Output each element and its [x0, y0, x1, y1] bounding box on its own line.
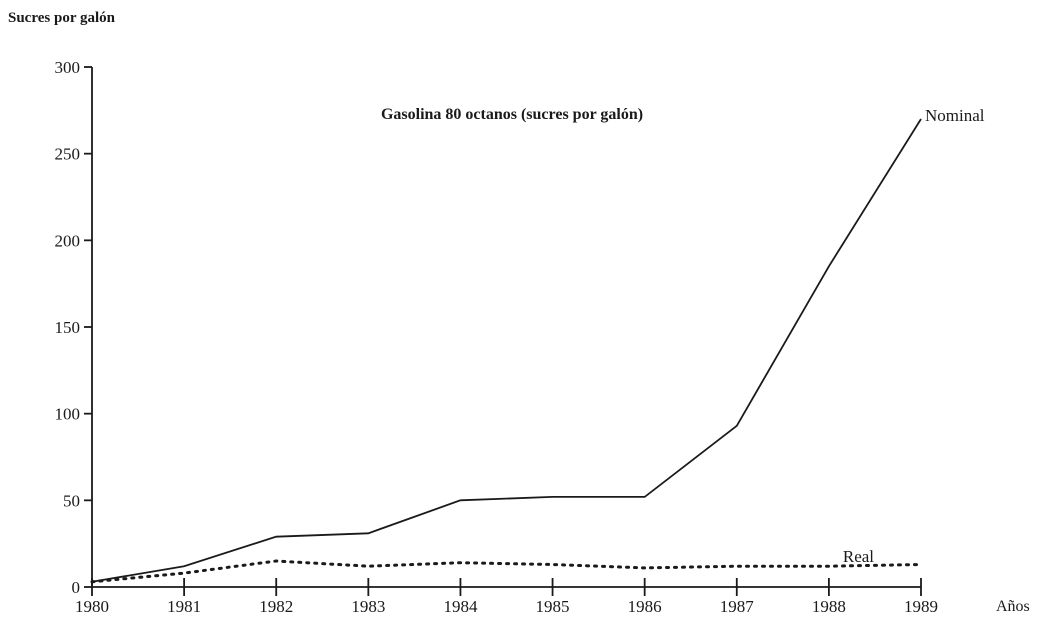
y-tick-label: 100 [55, 405, 81, 424]
x-tick-label: 1981 [167, 597, 201, 616]
y-ticks: 0 50 100 150 200 250 300 [55, 58, 92, 597]
x-tick-label: 1984 [443, 597, 478, 616]
series-layer: Nominal Real [90, 106, 985, 584]
series-label-nominal: Nominal [925, 106, 985, 125]
y-tick-label: 150 [55, 318, 81, 337]
y-axis-label: Sucres por galón [8, 10, 116, 26]
x-ticks: 1980 1981 1982 1983 1984 1985 1986 1987 1988 1989 [75, 578, 938, 616]
x-tick-label: 1983 [351, 597, 385, 616]
series-line-real [90, 559, 923, 584]
x-tick-label: 1986 [628, 597, 662, 616]
y-tick-label: 0 [72, 578, 81, 597]
series-line-nominal [91, 118, 922, 583]
y-tick-label: 200 [55, 231, 81, 250]
y-tick-label: 250 [55, 145, 81, 164]
chart-title: Gasolina 80 octanos (sucres por galón) [381, 106, 643, 123]
y-tick-label: 300 [55, 58, 81, 77]
x-tick-label: 1980 [75, 597, 109, 616]
x-tick-label: 1988 [812, 597, 846, 616]
x-tick-label: 1982 [259, 597, 293, 616]
series-label-real: Real [843, 547, 874, 566]
x-tick-label: 1985 [536, 597, 570, 616]
x-tick-label: 1987 [720, 597, 755, 616]
x-axis-label: Años [996, 598, 1030, 615]
x-tick-label: 1989 [904, 597, 938, 616]
y-tick-label: 50 [63, 491, 80, 510]
